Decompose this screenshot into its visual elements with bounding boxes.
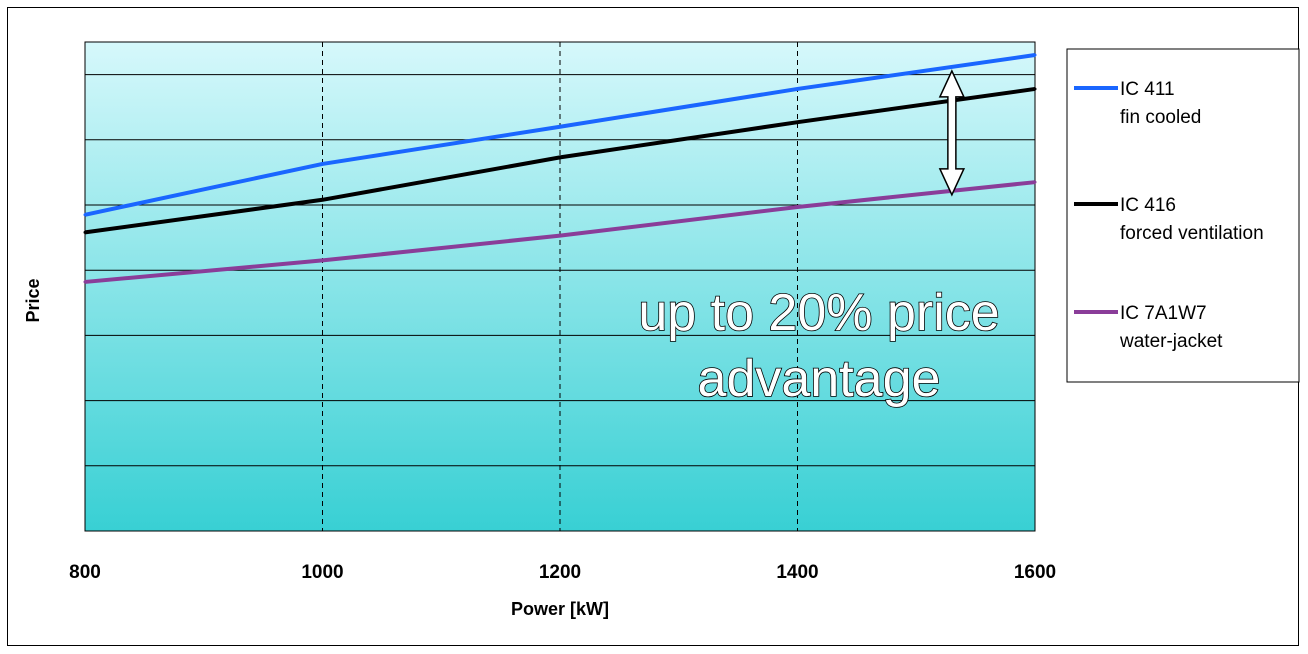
- data-point: [1033, 180, 1037, 184]
- legend-label: fin cooled: [1120, 107, 1201, 128]
- legend-label: IC 416: [1120, 195, 1176, 216]
- double-arrow-icon: [938, 69, 966, 197]
- data-point: [796, 205, 799, 209]
- legend-label: forced ventilation: [1120, 223, 1264, 244]
- x-tick-label: 1000: [301, 562, 343, 583]
- data-point: [1033, 53, 1037, 57]
- data-point: [796, 87, 799, 91]
- price-advantage-annotation: up to 20% price advantage: [638, 283, 1001, 409]
- data-point: [83, 230, 87, 234]
- x-tick-labels: 800 1000 1200 1400 1600: [69, 562, 1056, 583]
- data-point: [558, 155, 562, 159]
- double-arrow: [938, 69, 966, 197]
- data-point: [321, 198, 324, 202]
- legend-label: IC 411: [1120, 79, 1175, 100]
- legend-box: [1066, 48, 1300, 383]
- x-tick-label: 800: [69, 562, 101, 583]
- x-tick-label: 1600: [1014, 562, 1056, 583]
- x-axis-title: Power [kW]: [511, 599, 609, 619]
- x-tick-label: 1400: [776, 562, 818, 583]
- annotation-line: up to 20% price: [638, 284, 999, 342]
- data-point: [1033, 87, 1037, 91]
- legend: IC 411 fin cooled IC 416 forced ventilation…: [1066, 48, 1300, 383]
- data-point: [83, 280, 87, 284]
- data-point: [321, 258, 324, 262]
- y-axis-title: Price: [23, 278, 43, 322]
- data-point: [321, 162, 324, 166]
- legend-label: water-jacket: [1119, 331, 1223, 352]
- annotation-line: advantage: [698, 350, 941, 408]
- series-lines: [83, 53, 1037, 284]
- line-chart: up to 20% price advantage 800 1000 1200 1400…: [23, 41, 1300, 619]
- grid: [84, 42, 1036, 531]
- data-point: [558, 234, 562, 238]
- data-point: [83, 213, 87, 217]
- data-point: [558, 125, 562, 129]
- legend-label: IC 7A1W7: [1120, 303, 1207, 324]
- chart-frame: up to 20% price advantage 800 1000 1200 1400…: [7, 7, 1300, 646]
- data-point: [796, 120, 799, 124]
- x-tick-label: 1200: [539, 562, 581, 583]
